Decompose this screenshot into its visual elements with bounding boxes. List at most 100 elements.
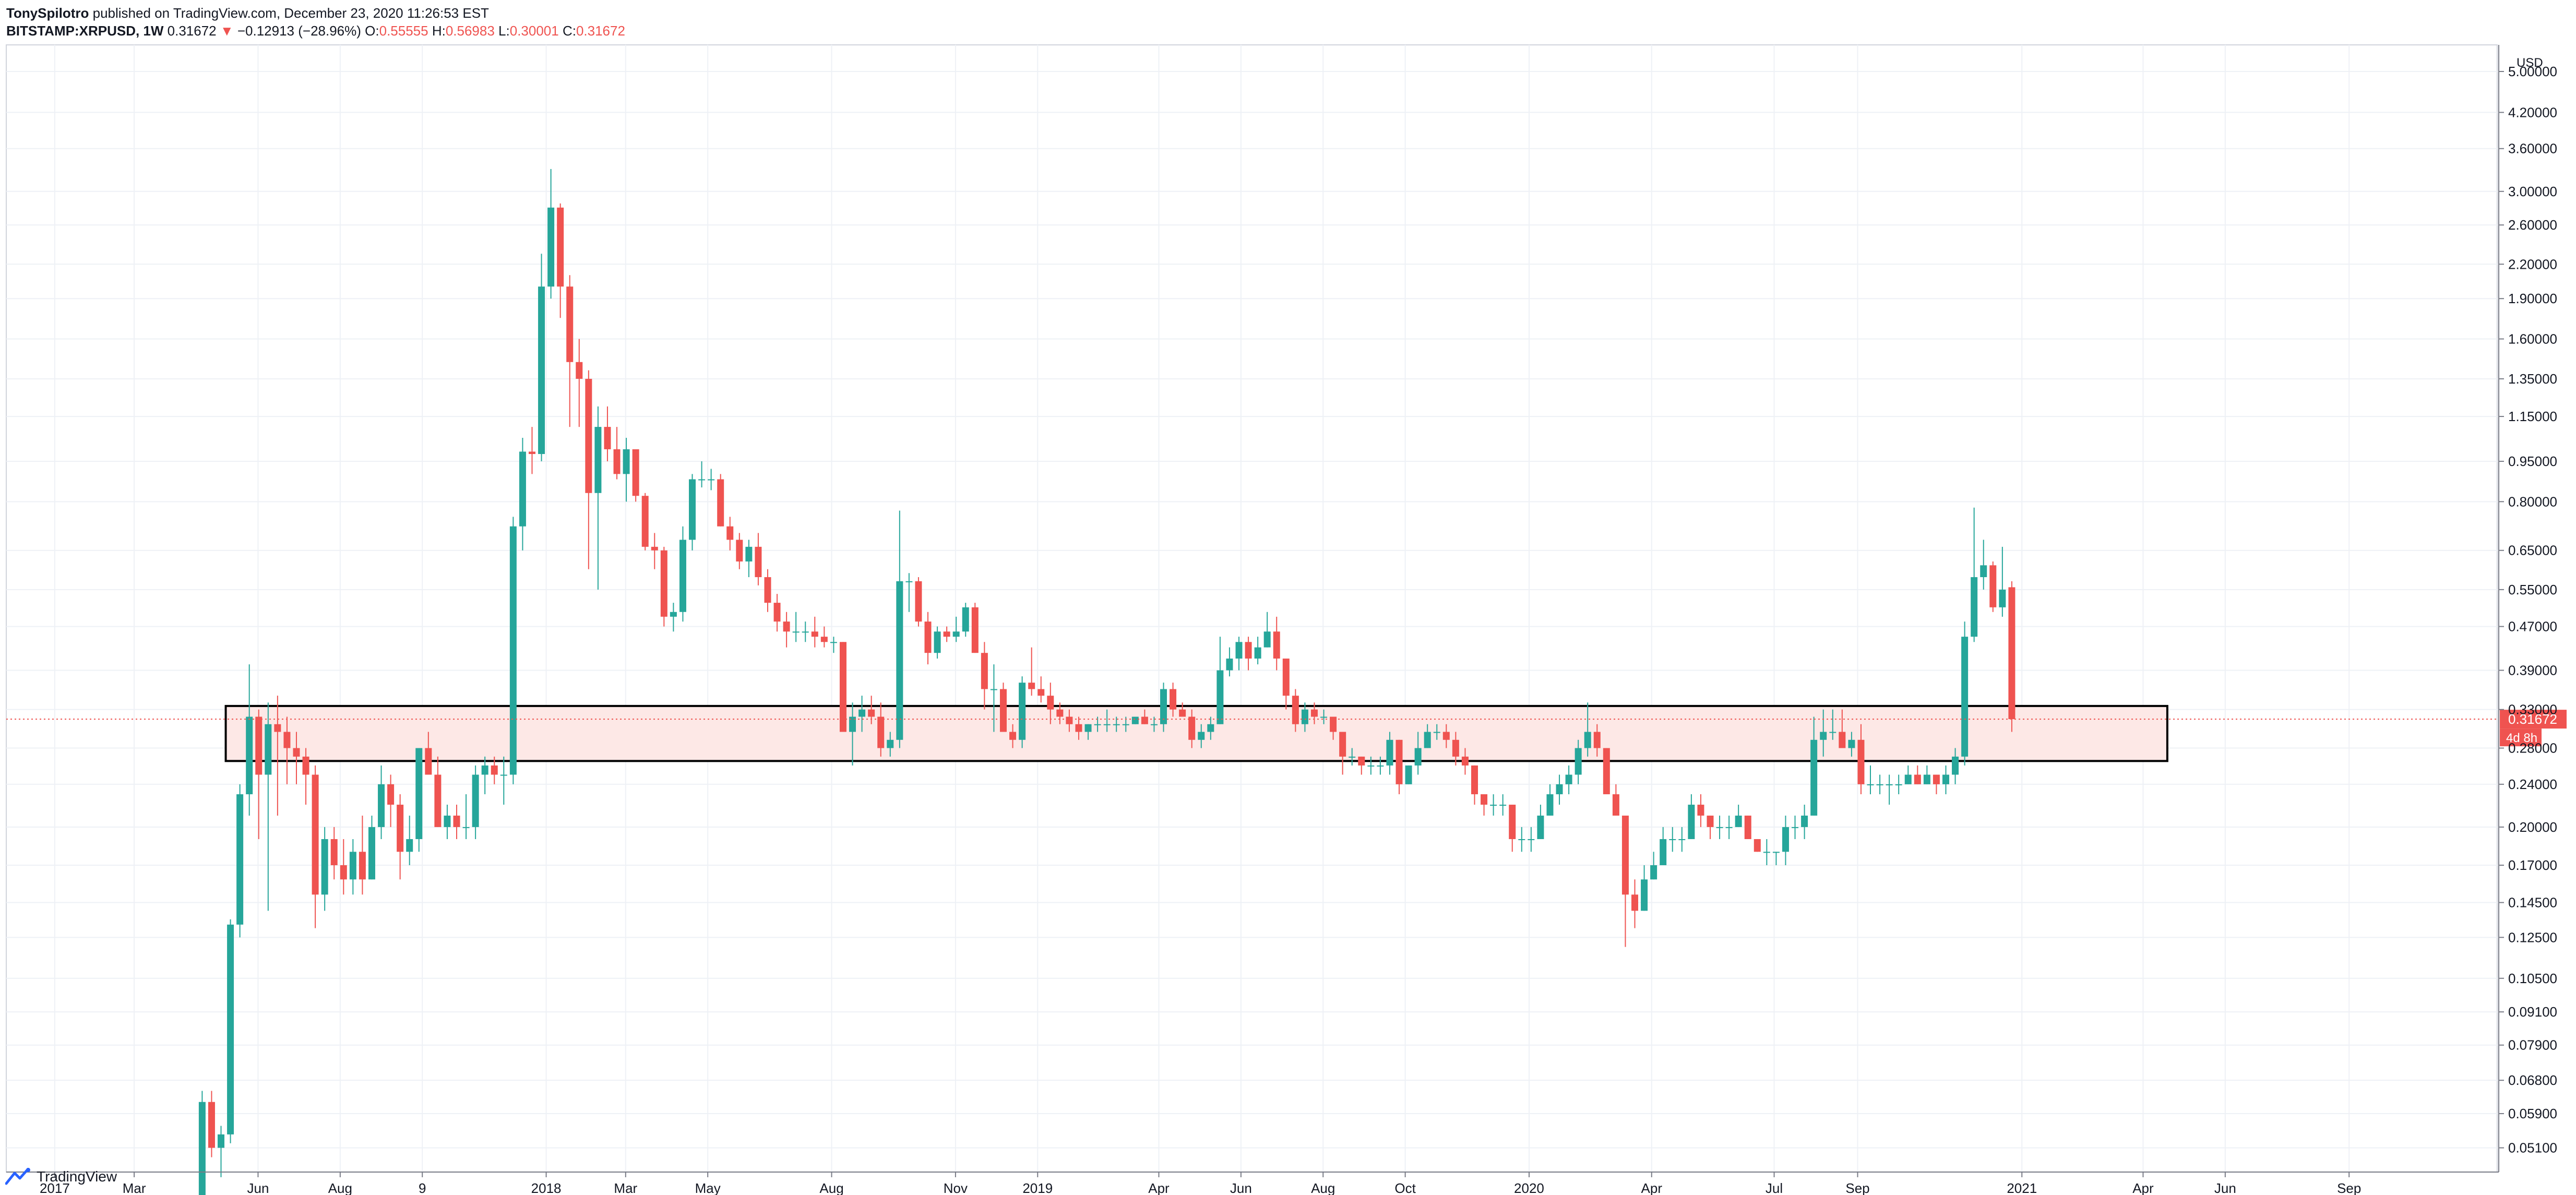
candle-up xyxy=(246,664,253,816)
open-value: 0.55555 xyxy=(379,23,428,39)
x-tick-label: 2021 xyxy=(2007,1180,2037,1195)
candle-up xyxy=(1678,827,1686,852)
candle-body xyxy=(425,748,432,775)
candle-up xyxy=(321,827,328,911)
candle-up xyxy=(1999,546,2006,617)
candle-body xyxy=(293,748,300,757)
y-tick-label: 5.00000 xyxy=(2508,64,2557,79)
y-tick-label: 2.60000 xyxy=(2508,217,2557,233)
candle-down xyxy=(312,765,319,928)
y-tick-label: 2.20000 xyxy=(2508,256,2557,272)
candle-body xyxy=(962,607,969,632)
candle-up xyxy=(1226,647,1233,677)
candle-down xyxy=(1009,724,1017,748)
y-tick-label: 0.09100 xyxy=(2508,1004,2557,1020)
candle-body xyxy=(1725,827,1733,828)
candle-body xyxy=(462,827,470,828)
candle-body xyxy=(820,637,828,642)
y-tick-label: 0.33000 xyxy=(2508,702,2557,718)
candle-body xyxy=(1735,815,1742,827)
candle-down xyxy=(293,732,300,784)
x-tick-label: Aug xyxy=(819,1180,843,1195)
candle-body xyxy=(1131,716,1139,724)
y-tick-label: 1.60000 xyxy=(2508,331,2557,347)
candle-down xyxy=(557,203,564,318)
candle-down xyxy=(717,474,724,527)
candle-down xyxy=(1481,794,1488,816)
candle-up xyxy=(1660,827,1667,866)
candle-body xyxy=(566,286,574,362)
candle-down xyxy=(340,839,347,895)
candle-body xyxy=(481,765,488,775)
y-tick-label: 0.65000 xyxy=(2508,543,2557,558)
candle-down xyxy=(915,577,922,627)
candle-up xyxy=(905,573,913,612)
candle-down xyxy=(1471,765,1478,805)
candle-body xyxy=(1895,784,1902,785)
candle-body xyxy=(783,622,790,632)
candle-up xyxy=(198,1091,206,1195)
candle-up xyxy=(689,474,696,551)
candle-body xyxy=(1273,631,1280,659)
candle-up xyxy=(1942,765,1949,795)
candle-down xyxy=(1396,739,1403,795)
candle-up xyxy=(1349,748,1356,766)
candle-down xyxy=(1141,709,1148,724)
candle-body xyxy=(1094,724,1101,725)
low-value: 0.30001 xyxy=(509,23,559,39)
candle-body xyxy=(773,603,781,622)
candle-body xyxy=(1678,839,1686,840)
candle-body xyxy=(1414,748,1422,766)
candle-body xyxy=(849,716,856,732)
candle-down xyxy=(585,370,592,569)
candle-body xyxy=(1509,805,1516,839)
candle-body xyxy=(227,924,234,1134)
candle-body xyxy=(1839,732,1846,748)
candle-up xyxy=(236,784,244,938)
candle-up xyxy=(1405,765,1412,784)
author-name[interactable]: TonySpilotro xyxy=(6,5,89,21)
candle-body xyxy=(397,805,404,852)
candle-body xyxy=(283,732,291,748)
candle-body xyxy=(877,716,885,748)
candle-up xyxy=(1160,683,1167,732)
last-price: 0.31672 xyxy=(167,23,217,39)
candle-down xyxy=(820,626,828,648)
candle-body xyxy=(1490,805,1497,806)
tradingview-logo[interactable]: TradingView xyxy=(5,1163,117,1191)
x-tick-label: Apr xyxy=(1148,1180,1170,1195)
candle-up xyxy=(1688,794,1695,839)
candle-body xyxy=(943,631,950,637)
candle-body xyxy=(491,765,498,775)
candle-body xyxy=(1179,709,1186,717)
y-tick-label: 0.47000 xyxy=(2508,619,2557,635)
candle-body xyxy=(1810,739,1818,816)
y-tick-label: 4.20000 xyxy=(2508,104,2557,120)
y-tick-label: 0.14500 xyxy=(2508,895,2557,911)
candle-up xyxy=(1198,724,1205,748)
candle-down xyxy=(924,612,932,665)
candle-body xyxy=(274,724,281,732)
candle-body xyxy=(1820,732,1827,740)
candle-up xyxy=(349,839,356,895)
candle-body xyxy=(1217,670,1224,724)
candle-body xyxy=(585,378,592,493)
candle-up xyxy=(1669,827,1676,852)
candle-body xyxy=(1235,642,1243,659)
candle-body xyxy=(1584,732,1591,748)
candle-up xyxy=(1650,852,1657,880)
candle-down xyxy=(434,756,442,827)
candle-body xyxy=(1886,784,1893,785)
candle-down xyxy=(1330,716,1337,740)
y-tick-label: 1.15000 xyxy=(2508,409,2557,424)
y-tick-label: 1.35000 xyxy=(2508,371,2557,387)
candle-body xyxy=(745,546,753,561)
candle-body xyxy=(1254,647,1261,659)
candle-body xyxy=(246,716,253,795)
candle-up xyxy=(698,461,706,488)
candle-up xyxy=(1716,815,1723,839)
candle-body xyxy=(830,642,837,643)
candle-body xyxy=(1263,631,1271,648)
candle-down xyxy=(604,406,611,462)
